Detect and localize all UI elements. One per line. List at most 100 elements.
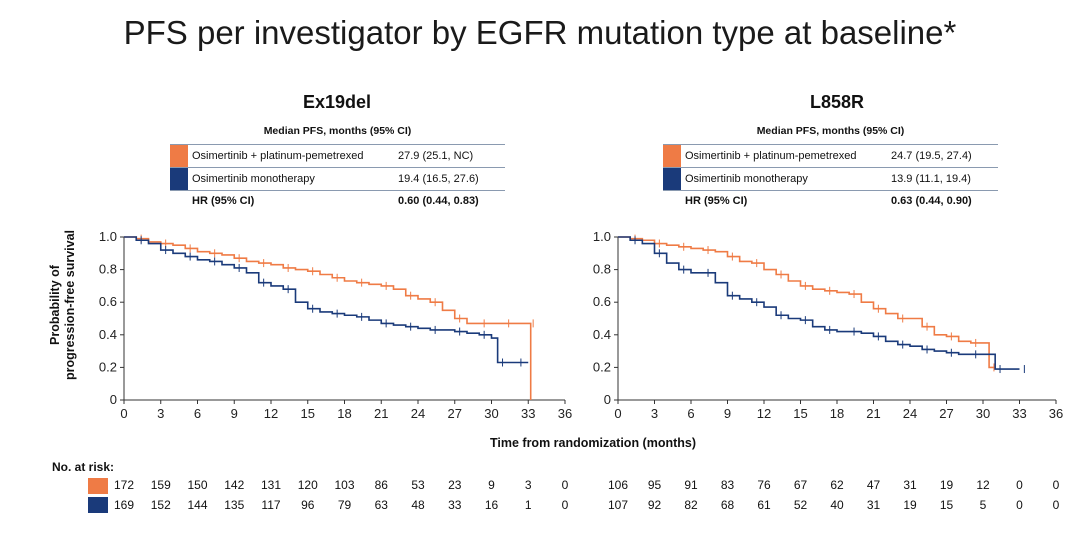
risk-value: 47 <box>866 478 881 492</box>
x-tick-label: 27 <box>448 406 462 421</box>
risk-value: 159 <box>150 478 171 492</box>
panel-title-l858r: L858R <box>809 92 865 112</box>
divider <box>170 167 505 168</box>
y-tick-label: 1.0 <box>99 229 117 244</box>
legend-table-l858r: Median PFS, months (95% CI) Osimertinib … <box>663 125 998 215</box>
risk-swatch-mono <box>88 497 108 513</box>
risk-value: 3 <box>524 478 532 492</box>
risk-value: 76 <box>757 478 771 492</box>
risk-value: 131 <box>260 478 282 492</box>
risk-swatch-combo <box>88 478 108 494</box>
divider <box>663 144 998 145</box>
legend-name-combo: Osimertinib + platinum-pemetrexed <box>685 150 857 162</box>
risk-value: 19 <box>939 478 954 492</box>
risk-value: 0 <box>561 478 569 492</box>
risk-value: 92 <box>647 498 662 512</box>
risk-value: 95 <box>647 478 662 492</box>
page-title: PFS per investigator by EGFR mutation ty… <box>123 14 957 51</box>
x-tick-label: 12 <box>757 406 771 421</box>
x-tick-label: 24 <box>411 406 425 421</box>
x-tick-label: 30 <box>484 406 498 421</box>
risk-value: 106 <box>607 478 629 492</box>
x-tick-label: 0 <box>614 406 621 421</box>
legend-value-mono: 13.9 (11.1, 19.4) <box>891 173 971 185</box>
divider <box>663 190 998 191</box>
legend-name-mono: Osimertinib monotherapy <box>685 173 808 185</box>
x-tick-label: 9 <box>724 406 731 421</box>
y-tick-label: 0 <box>110 392 117 407</box>
risk-table-title: No. at risk: <box>52 460 115 474</box>
risk-value: 117 <box>261 498 281 512</box>
x-tick-label: 33 <box>521 406 535 421</box>
x-tick-label: 36 <box>1049 406 1063 421</box>
y-tick-label: 0 <box>604 392 611 407</box>
legend-name-combo: Osimertinib + platinum-pemetrexed <box>192 150 364 162</box>
risk-value: 5 <box>979 498 987 512</box>
x-tick-label: 27 <box>939 406 953 421</box>
km-curve-combo <box>618 236 996 369</box>
risk-value: 0 <box>561 498 569 512</box>
y-tick-label: 0.6 <box>593 294 611 309</box>
km-curve-mono <box>618 236 1020 370</box>
risk-value: 103 <box>334 478 355 492</box>
km-curve-mono <box>124 236 529 364</box>
divider <box>170 144 505 145</box>
hr-label: HR (95% CI) <box>685 195 748 207</box>
risk-value: 62 <box>830 478 844 492</box>
risk-value: 33 <box>448 498 462 512</box>
y-tick-label: 0.8 <box>593 262 611 277</box>
risk-value: 0 <box>1016 498 1023 512</box>
legend-value-combo: 24.7 (19.5, 27.4) <box>891 150 972 162</box>
legend-value-mono: 19.4 (16.5, 27.6) <box>398 173 479 185</box>
divider <box>170 190 505 191</box>
risk-value: 40 <box>830 498 844 512</box>
x-tick-label: 6 <box>687 406 694 421</box>
risk-value: 31 <box>903 478 917 492</box>
risk-value: 9 <box>488 478 495 492</box>
risk-value: 144 <box>187 498 208 512</box>
legend-name-mono: Osimertinib monotherapy <box>192 173 315 185</box>
risk-value: 79 <box>337 498 352 512</box>
risk-value: 172 <box>113 478 135 492</box>
risk-value: 53 <box>411 478 425 492</box>
legend-table-ex19del: Median PFS, months (95% CI) Osimertinib … <box>170 125 505 215</box>
risk-value: 120 <box>297 478 318 492</box>
x-tick-label: 21 <box>374 406 388 421</box>
x-tick-label: 6 <box>194 406 201 421</box>
y-tick-label: 0.4 <box>593 327 611 342</box>
divider <box>663 167 998 168</box>
x-tick-label: 9 <box>231 406 238 421</box>
risk-value: 23 <box>448 478 462 492</box>
risk-value: 135 <box>224 498 245 512</box>
table-header: Median PFS, months (95% CI) <box>263 125 412 137</box>
legend-swatch-mono <box>663 168 681 190</box>
risk-value: 142 <box>224 478 245 492</box>
x-tick-label: 33 <box>1012 406 1026 421</box>
legend-swatch-mono <box>170 168 188 190</box>
x-tick-label: 21 <box>866 406 880 421</box>
x-tick-label: 24 <box>903 406 917 421</box>
risk-value: 150 <box>187 478 208 492</box>
x-tick-label: 12 <box>264 406 278 421</box>
x-tick-label: 15 <box>301 406 315 421</box>
x-tick-label: 0 <box>120 406 127 421</box>
risk-value: 19 <box>903 498 917 512</box>
risk-value: 82 <box>684 498 698 512</box>
x-tick-label: 18 <box>830 406 844 421</box>
hr-value: 0.63 (0.44, 0.90) <box>891 195 972 207</box>
risk-value: 96 <box>301 498 315 512</box>
risk-value: 63 <box>374 498 388 512</box>
legend-swatch-combo <box>663 145 681 167</box>
risk-value: 68 <box>720 498 735 512</box>
y-tick-label: 0.8 <box>99 262 117 277</box>
x-tick-label: 3 <box>157 406 164 421</box>
risk-value: 107 <box>607 498 629 512</box>
risk-value: 152 <box>150 498 171 512</box>
risk-value: 0 <box>1016 478 1023 492</box>
risk-value: 48 <box>411 498 425 512</box>
x-tick-label: 30 <box>976 406 990 421</box>
risk-value: 0 <box>1052 498 1060 512</box>
x-tick-label: 36 <box>558 406 572 421</box>
x-axis-label: Time from randomization (months) <box>489 436 697 450</box>
